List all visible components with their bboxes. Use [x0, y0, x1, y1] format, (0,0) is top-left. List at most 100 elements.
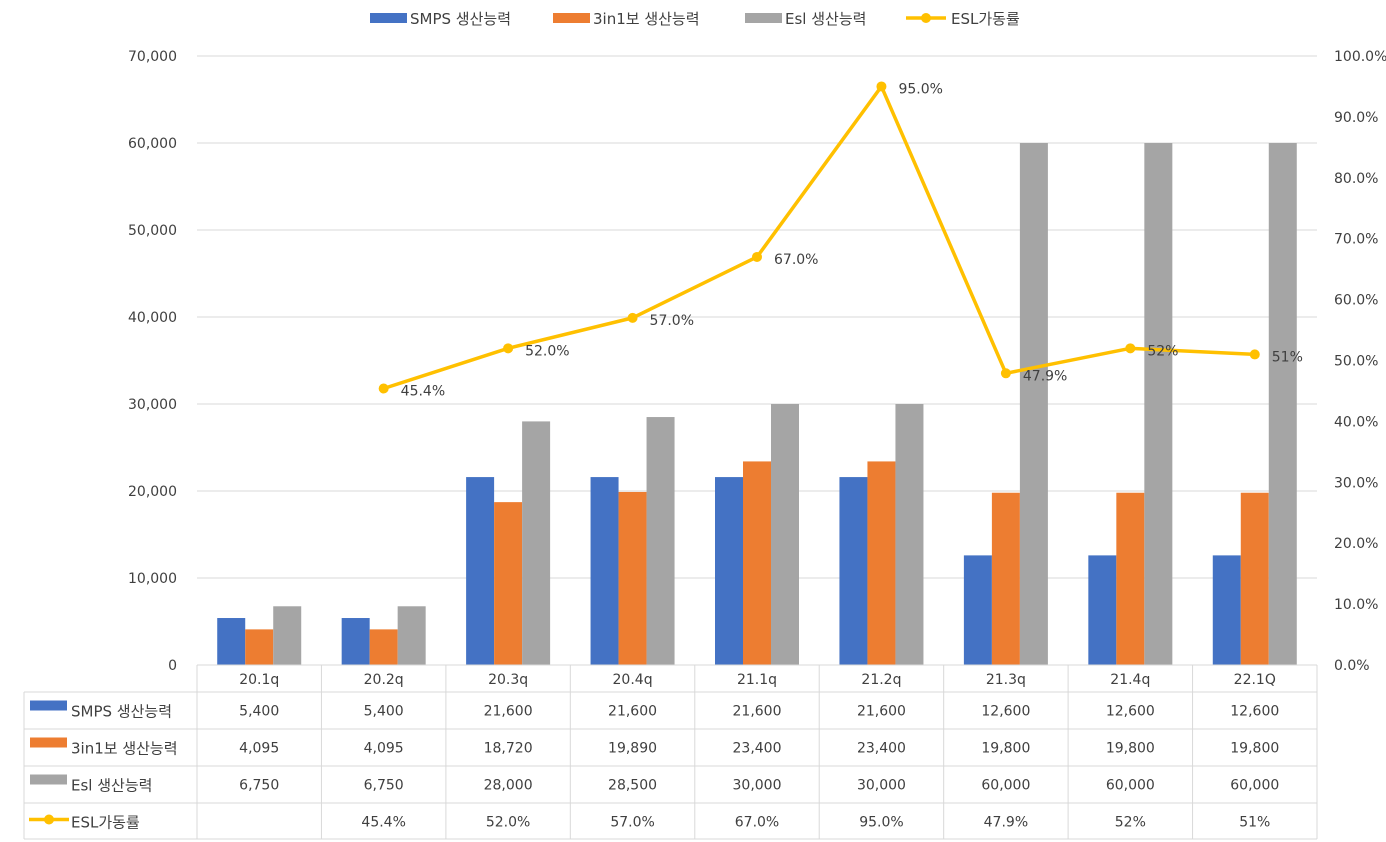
bar	[895, 404, 924, 665]
legend-swatch	[745, 13, 782, 23]
category-label: 20.2q	[364, 672, 404, 688]
line-point	[1125, 343, 1136, 354]
chart-legend: SMPS 생산능력 3in1보 생산능력 Esl 생산능력 ESL가동률	[370, 10, 1020, 28]
category-label: 21.4q	[1110, 672, 1150, 688]
table-cell: 30,000	[733, 778, 782, 794]
table-key	[30, 737, 67, 748]
bar	[1019, 143, 1048, 665]
table-cell: 67.0%	[735, 815, 779, 831]
bar	[991, 492, 1020, 665]
table-cell: 28,000	[484, 778, 533, 794]
category-label: 20.1q	[239, 672, 279, 688]
line-point	[503, 343, 514, 354]
right-tick-label: 100.0%	[1334, 49, 1386, 65]
bar	[618, 491, 647, 665]
table-row-label: ESL가동률	[71, 814, 140, 832]
table-cell: 18,720	[484, 741, 533, 757]
table-cell: 21,600	[733, 704, 782, 720]
line-point	[752, 251, 762, 262]
table-row-label: SMPS 생산능력	[71, 703, 172, 721]
bar	[963, 555, 992, 665]
bar	[1268, 143, 1297, 665]
line-point	[1000, 368, 1011, 379]
right-tick-label: 0.0%	[1334, 658, 1370, 674]
table-row-label: Esl 생산능력	[71, 777, 152, 795]
bar	[522, 421, 551, 665]
legend-label: 3in1보 생산능력	[593, 10, 700, 28]
table-cell: 19,890	[608, 741, 657, 757]
right-tick-label: 10.0%	[1334, 597, 1378, 613]
bar	[867, 461, 896, 665]
table-cell: 95.0%	[859, 815, 903, 831]
table-row-label: 3in1보 생산능력	[71, 740, 178, 758]
bar	[1116, 492, 1145, 665]
table-cell: 28,500	[608, 778, 657, 794]
legend-label: Esl 생산능력	[785, 10, 866, 28]
left-tick-label: 0	[168, 658, 177, 674]
left-tick-label: 10,000	[128, 571, 177, 587]
left-tick-label: 20,000	[128, 484, 177, 500]
table-cell: 57.0%	[610, 815, 654, 831]
bar	[743, 461, 771, 665]
left-tick-label: 50,000	[128, 223, 177, 239]
left-tick-label: 70,000	[128, 49, 177, 65]
right-axis-ticks: 0.0% 10.0% 20.0% 30.0% 40.0% 50.0% 60.0% 70.0% 8…	[1334, 49, 1386, 674]
table-cell: 19,800	[1230, 741, 1279, 757]
bar	[1144, 143, 1173, 665]
right-tick-label: 30.0%	[1334, 475, 1378, 491]
category-label: 21.2q	[861, 672, 901, 688]
table-cell: 12,600	[981, 704, 1030, 720]
table-key	[30, 700, 67, 711]
table-cell: 19,800	[981, 741, 1030, 757]
bar	[1088, 555, 1117, 665]
table-cell: 23,400	[733, 741, 782, 757]
table-cell: 12,600	[1230, 704, 1279, 720]
table-key	[30, 774, 67, 785]
bar-series	[217, 143, 1297, 665]
line-point	[378, 383, 389, 394]
table-cell: 5,400	[239, 704, 279, 720]
table-cell: 5,400	[364, 704, 404, 720]
table-cell: 45.4%	[361, 815, 405, 831]
bar	[466, 477, 495, 665]
legend-swatch	[553, 13, 590, 23]
data-label: 95.0%	[898, 81, 942, 97]
bar	[839, 477, 868, 665]
table-cell: 52%	[1115, 815, 1146, 831]
bar	[1240, 492, 1269, 665]
right-tick-label: 50.0%	[1334, 354, 1378, 370]
bar	[341, 618, 370, 665]
table-cell: 4,095	[239, 741, 279, 757]
data-label: 45.4%	[401, 384, 445, 400]
right-tick-label: 90.0%	[1334, 110, 1378, 126]
table-cell: 6,750	[364, 778, 404, 794]
table-cell: 51%	[1239, 815, 1270, 831]
category-label: 21.3q	[986, 672, 1026, 688]
data-label: 51%	[1272, 349, 1303, 365]
bar	[771, 404, 799, 665]
bar	[715, 477, 743, 665]
right-tick-label: 60.0%	[1334, 293, 1378, 309]
right-tick-label: 40.0%	[1334, 414, 1378, 430]
category-label: 22.1Q	[1234, 672, 1276, 688]
bar	[245, 629, 274, 665]
table-cell: 60,000	[1106, 778, 1155, 794]
left-axis-ticks: 0 10,000 20,000 30,000 40,000 50,000 60,000 70,…	[128, 49, 177, 674]
bar	[217, 618, 246, 665]
line-path	[383, 84, 1255, 391]
line-point	[876, 81, 887, 92]
table-key-marker	[44, 814, 54, 825]
line-point	[627, 312, 638, 323]
left-tick-label: 60,000	[128, 136, 177, 152]
bar	[646, 417, 675, 665]
right-tick-label: 70.0%	[1334, 232, 1378, 248]
table-cell: 6,750	[239, 778, 279, 794]
bar	[1212, 555, 1241, 665]
table-cell: 21,600	[857, 704, 906, 720]
bar	[397, 606, 426, 665]
table-cell: 60,000	[1230, 778, 1279, 794]
table-cell: 12,600	[1106, 704, 1155, 720]
table-cell: 4,095	[364, 741, 404, 757]
data-table: 20.1q 20.2q 20.3q 20.4q 21.1q 21.2q 21.3q 21.4q…	[23, 664, 1318, 840]
